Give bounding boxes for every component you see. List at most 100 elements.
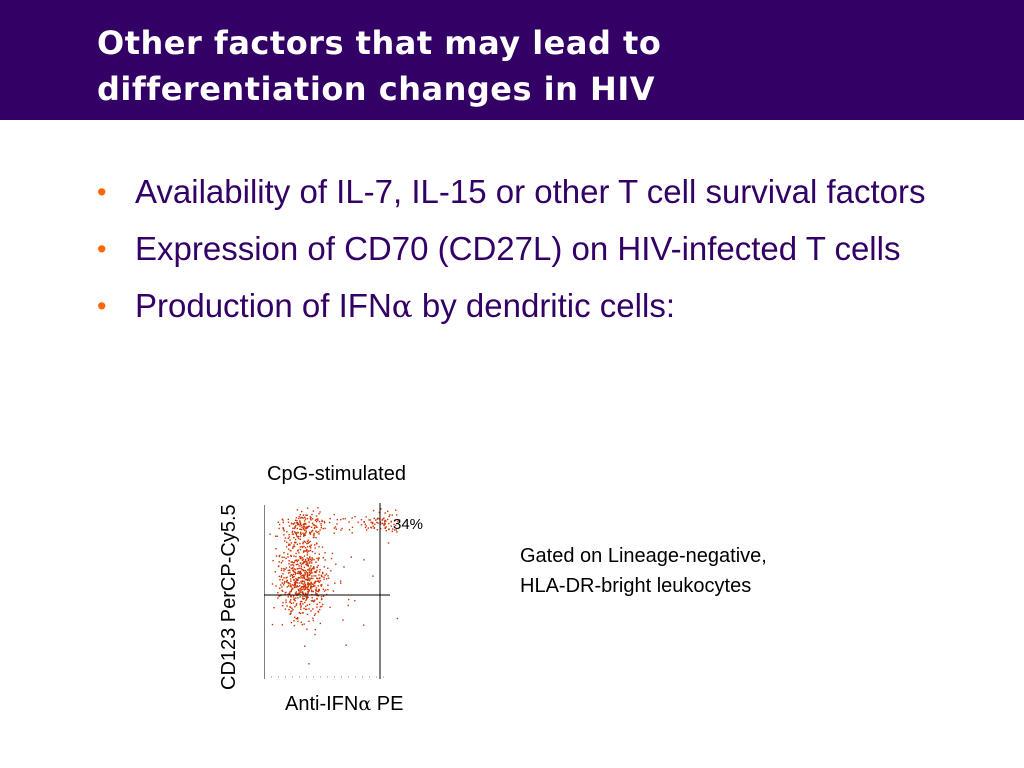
event-dot: [320, 584, 322, 586]
event-dot: [329, 518, 331, 520]
event-dot: [306, 572, 309, 574]
event-dot: [378, 511, 380, 514]
event-dot: [277, 597, 279, 599]
event-dot: [300, 587, 302, 589]
event-dot: [287, 596, 289, 598]
event-dot: [292, 576, 294, 578]
event-dot: [307, 539, 309, 541]
event-dot: [306, 526, 308, 528]
event-dot: [319, 511, 321, 513]
event-dot: [320, 585, 323, 587]
bullet-item-survival-factors: • Availability of IL-7, IL-15 or other T…: [95, 168, 975, 216]
event-dot: [380, 508, 382, 510]
event-dot: [312, 567, 314, 569]
event-dot: [335, 528, 337, 530]
event-dot: [294, 526, 296, 529]
event-dot: [282, 521, 284, 524]
event-dot: [325, 573, 328, 575]
event-dot: [308, 590, 311, 592]
event-dot: [313, 527, 316, 530]
event-dot: [317, 595, 320, 597]
event-dot: [296, 585, 298, 587]
event-dot: [297, 537, 300, 540]
event-dot: [298, 592, 301, 595]
event-dot: [295, 572, 297, 575]
event-dot: [300, 533, 302, 536]
event-dot: [281, 605, 284, 607]
quadrant-percent-label: 34%: [393, 516, 424, 533]
event-dot: [309, 583, 311, 585]
event-dot: [309, 545, 311, 548]
event-dot: [333, 527, 336, 529]
event-dot: [290, 580, 292, 582]
event-dot: [299, 538, 301, 540]
event-dot: [320, 523, 322, 525]
event-dot: [306, 564, 308, 567]
event-dot: [315, 525, 317, 527]
event-dot: [313, 571, 316, 573]
event-dot: [319, 529, 321, 531]
event-dot: [372, 525, 374, 527]
event-dot: [292, 562, 295, 564]
event-dot: [330, 570, 332, 572]
event-dot: [300, 528, 303, 531]
event-dot: [285, 546, 288, 548]
event-dot: [304, 588, 306, 590]
event-dot: [296, 520, 298, 522]
event-dot: [350, 556, 352, 558]
event-dot: [293, 562, 295, 564]
event-dot: [317, 590, 320, 593]
event-dot: [279, 554, 281, 557]
event-dot: [340, 518, 342, 521]
event-dot: [324, 559, 326, 561]
figure-y-axis-label: CD123 PerCP-Cy5.5: [218, 504, 240, 690]
event-dot: [311, 513, 313, 516]
event-dot: [295, 591, 297, 593]
event-dot: [300, 606, 302, 608]
event-dot: [289, 571, 291, 574]
event-dot: [290, 610, 292, 613]
event-dot: [305, 561, 308, 563]
event-dot: [311, 583, 313, 585]
event-dot: [369, 519, 372, 521]
event-dot: [287, 521, 290, 523]
event-dot: [298, 611, 300, 614]
x-label-prefix: Anti-IFN: [285, 693, 359, 715]
event-dot: [310, 570, 313, 572]
event-dot: [294, 573, 296, 576]
event-dot: [302, 517, 304, 519]
event-dot: [306, 593, 309, 595]
event-dot: [299, 542, 301, 545]
event-dot: [322, 595, 325, 597]
event-dot: [374, 523, 376, 526]
event-dot: [306, 552, 309, 554]
event-dot: [354, 600, 356, 602]
event-dot: [307, 560, 309, 562]
event-dot: [311, 558, 314, 560]
event-dot: [293, 578, 295, 581]
event-dot: [293, 568, 296, 570]
event-dot: [309, 532, 311, 534]
event-dot: [300, 605, 302, 607]
event-dot: [302, 563, 304, 565]
event-dot: [309, 562, 311, 564]
event-dot: [276, 535, 278, 537]
bullet-text-prefix: Production of IFN: [135, 287, 392, 324]
event-dot: [289, 601, 291, 604]
event-dot: [322, 603, 324, 606]
event-dot: [289, 606, 291, 608]
event-dot: [389, 514, 391, 516]
event-dot: [320, 596, 323, 598]
event-dot: [315, 515, 318, 517]
event-dot: [306, 583, 309, 585]
event-dot: [307, 584, 309, 586]
event-dot: [306, 562, 308, 564]
event-dot: [285, 591, 287, 594]
event-dot: [295, 586, 298, 588]
event-dot: [340, 582, 342, 584]
event-dot: [289, 583, 292, 585]
event-dot: [299, 546, 302, 548]
event-dot: [312, 585, 314, 587]
event-dot: [305, 578, 308, 581]
event-dot: [293, 555, 295, 557]
